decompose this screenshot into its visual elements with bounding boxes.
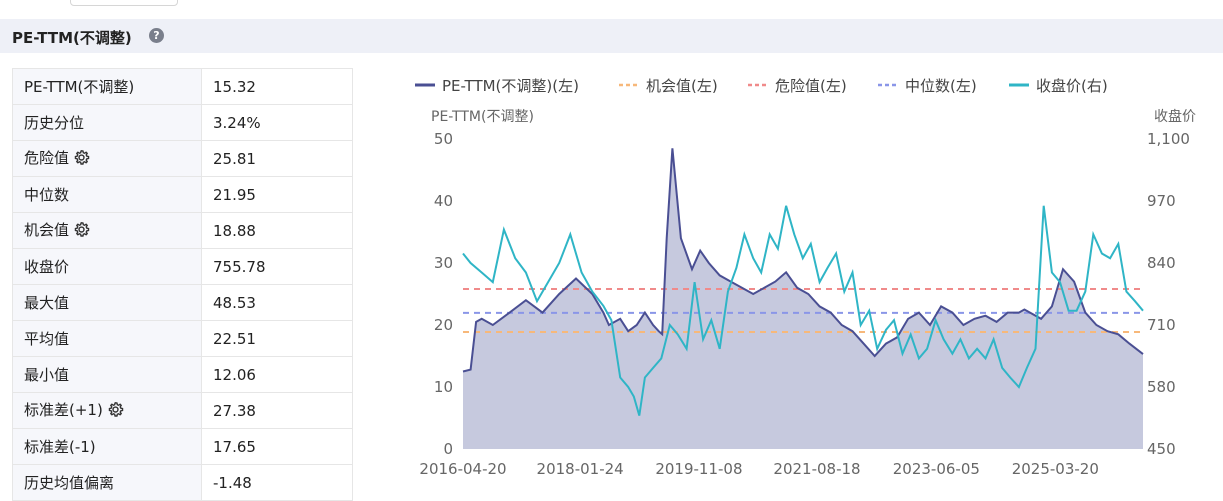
stats-row: 标准差(-1) 17.65 [12, 428, 353, 465]
stats-label-cell: 收盘价 [12, 248, 202, 285]
y-left-tick-label: 30 [434, 254, 453, 272]
stats-row: 危险值 25.81 [12, 140, 353, 177]
stats-row: 最小值 12.06 [12, 356, 353, 393]
stats-row: 机会值 18.88 [12, 212, 353, 249]
y-left-tick-label: 50 [434, 130, 453, 148]
x-tick-label: 2018-01-24 [537, 460, 624, 478]
y-right-tick-label: 580 [1147, 378, 1176, 396]
stats-value: 15.32 [201, 68, 353, 105]
stats-label: 历史分位 [24, 114, 85, 132]
stats-value: 18.88 [201, 212, 353, 249]
y-right-tick-label: 710 [1147, 316, 1176, 334]
y-left-tick-label: 10 [434, 378, 453, 396]
legend-label: 收盘价(右) [1036, 77, 1108, 95]
stats-label-cell: 最小值 [12, 356, 202, 393]
stats-value: 755.78 [201, 248, 353, 285]
stats-value: 3.24% [201, 104, 353, 141]
x-tick-label: 2023-06-05 [893, 460, 980, 478]
x-tick-label: 2021-08-18 [773, 460, 860, 478]
stats-label: 标准差(-1) [24, 438, 96, 456]
stats-label-cell: 机会值 [12, 212, 202, 249]
stats-table: PE-TTM(不调整) 15.32 历史分位 3.24% 危险值 25.81 中位数 21.9… [12, 68, 353, 501]
x-tick-label: 2019-11-08 [655, 460, 742, 478]
legend-label: 机会值(左) [646, 77, 718, 95]
gear-icon[interactable] [107, 401, 124, 422]
stats-label: 历史均值偏离 [24, 474, 115, 492]
y-left-tick-label: 0 [443, 440, 453, 458]
stats-label: 收盘价 [24, 258, 70, 276]
stats-label-cell: 最大值 [12, 284, 202, 321]
stats-label: PE-TTM(不调整) [24, 78, 135, 96]
question-circle-icon[interactable]: ? [149, 28, 164, 43]
stats-row: 历史均值偏离 -1.48 [12, 464, 353, 501]
panel-header: PE-TTM(不调整) ? [0, 19, 1223, 53]
pe-ttm-area [463, 148, 1143, 450]
stats-label: 标准差(+1) [24, 401, 103, 419]
y-right-axis-title: 收盘价 [1154, 108, 1196, 125]
x-tick-label: 2025-03-20 [1012, 460, 1099, 478]
stats-value: 21.95 [201, 176, 353, 213]
stats-label-cell: PE-TTM(不调整) [12, 68, 202, 105]
y-right-tick-label: 1,100 [1147, 130, 1190, 148]
legend-label: 危险值(左) [775, 77, 847, 95]
stats-row: 最大值 48.53 [12, 284, 353, 321]
y-right-tick-label: 450 [1147, 440, 1176, 458]
stats-value: -1.48 [201, 464, 353, 501]
stats-label-cell: 历史均值偏离 [12, 464, 202, 501]
pe-ttm-chart: PE-TTM(不调整)(左) 机会值(左) 危险值(左) 中位数(左) 收盘价(右) PE… [415, 77, 1196, 478]
stats-label: 机会值 [24, 221, 70, 239]
top-button-stub[interactable] [70, 0, 178, 6]
stats-value: 48.53 [201, 284, 353, 321]
legend-label: 中位数(左) [905, 77, 977, 95]
stats-value: 27.38 [201, 392, 353, 429]
stats-label: 中位数 [24, 186, 70, 204]
y-right-tick-label: 840 [1147, 254, 1176, 272]
stats-label-cell: 标准差(+1) [12, 392, 202, 429]
pe-ttm-line [462, 148, 1144, 373]
y-left-tick-label: 40 [434, 192, 453, 210]
y-right-tick-label: 970 [1147, 192, 1176, 210]
stats-label-cell: 中位数 [12, 176, 202, 213]
stats-label: 最小值 [24, 366, 70, 384]
stats-label-cell: 标准差(-1) [12, 428, 202, 465]
gear-icon[interactable] [73, 221, 90, 242]
stats-row: 中位数 21.95 [12, 176, 353, 213]
y-left-tick-label: 20 [434, 316, 453, 334]
stats-label-cell: 危险值 [12, 140, 202, 177]
stats-label: 平均值 [24, 330, 70, 348]
stats-value: 25.81 [201, 140, 353, 177]
stats-value: 17.65 [201, 428, 353, 465]
stats-row: 收盘价 755.78 [12, 248, 353, 285]
stats-row: PE-TTM(不调整) 15.32 [12, 68, 353, 105]
stats-label: 危险值 [24, 149, 70, 167]
stats-label-cell: 历史分位 [12, 104, 202, 141]
stats-label-cell: 平均值 [12, 320, 202, 357]
stats-label: 最大值 [24, 294, 70, 312]
stats-row: 历史分位 3.24% [12, 104, 353, 141]
y-left-axis-title: PE-TTM(不调整) [431, 109, 534, 125]
stats-value: 22.51 [201, 320, 353, 357]
close-price-line [462, 205, 1144, 416]
legend-label: PE-TTM(不调整)(左) [442, 77, 579, 95]
stats-row: 平均值 22.51 [12, 320, 353, 357]
panel-title: PE-TTM(不调整) [12, 29, 132, 47]
gear-icon[interactable] [73, 149, 90, 170]
x-tick-label: 2016-04-20 [419, 460, 506, 478]
stats-row: 标准差(+1) 27.38 [12, 392, 353, 429]
stats-value: 12.06 [201, 356, 353, 393]
